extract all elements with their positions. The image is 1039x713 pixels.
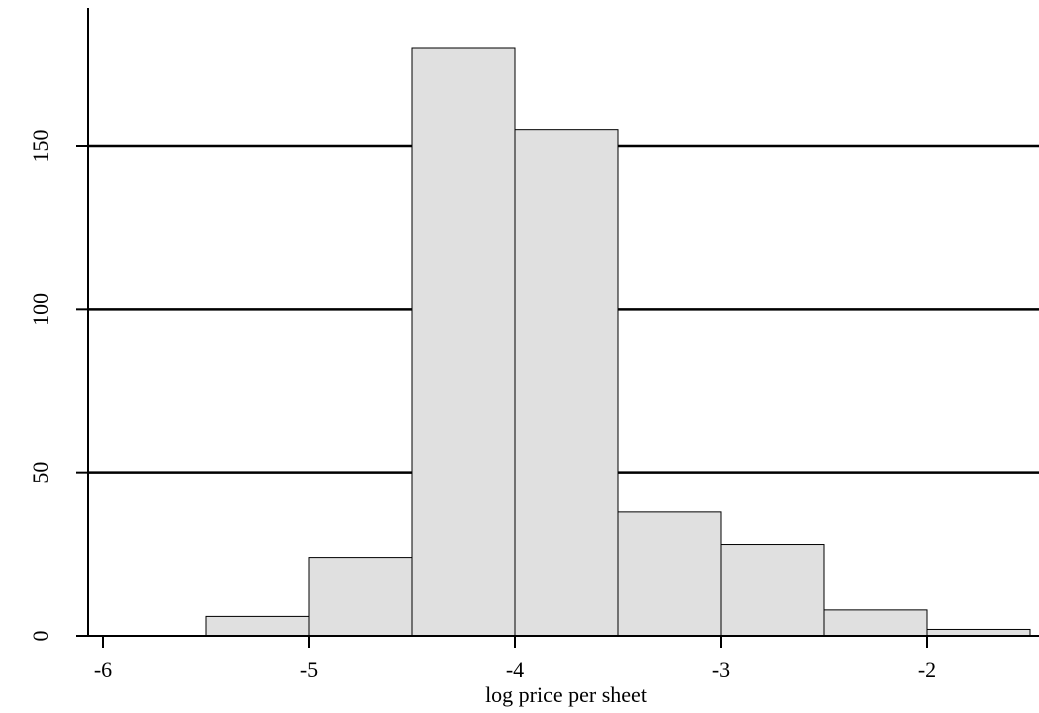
histogram-bar xyxy=(514,129,619,637)
histogram-bar xyxy=(823,609,928,637)
y-tick-label: 50 xyxy=(28,462,53,484)
histogram-bar xyxy=(720,544,825,637)
histogram-bar xyxy=(308,557,413,637)
x-ticks: -6 -5 -4 -3 -2 xyxy=(94,636,936,682)
y-ticks: 0 50 100 150 xyxy=(28,130,88,642)
y-tick-label: 100 xyxy=(28,293,53,326)
x-tick-label: -6 xyxy=(94,657,112,682)
x-tick-label: -5 xyxy=(300,657,318,682)
histogram-bar xyxy=(617,511,722,637)
x-axis-label: log price per sheet xyxy=(485,682,647,707)
axes xyxy=(87,8,1039,637)
y-tick-label: 0 xyxy=(28,631,53,642)
histogram-bars xyxy=(205,47,1031,637)
histogram-bar xyxy=(205,615,310,637)
x-tick-label: -3 xyxy=(712,657,730,682)
y-tick-label: 150 xyxy=(28,130,53,163)
x-tick-label: -4 xyxy=(506,657,524,682)
x-tick-label: -2 xyxy=(918,657,936,682)
histogram-bar xyxy=(411,47,516,637)
